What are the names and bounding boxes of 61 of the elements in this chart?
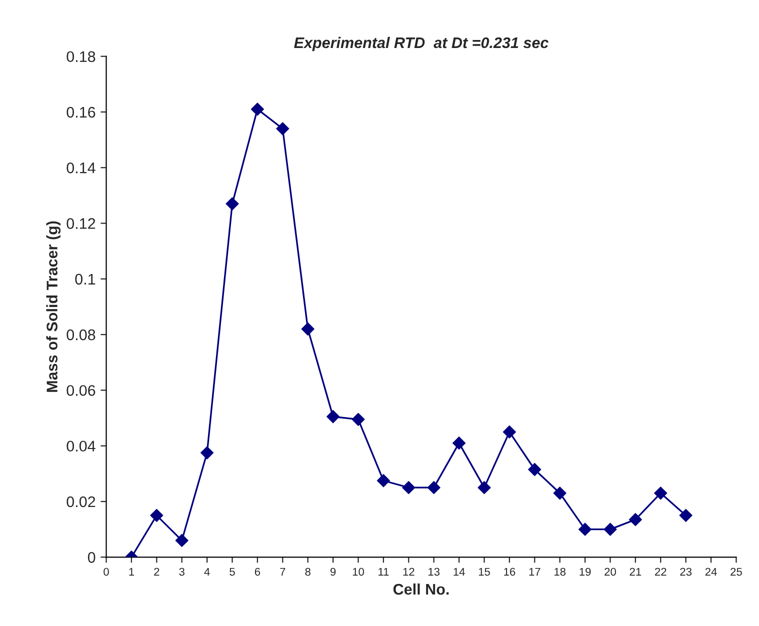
- point: [628, 513, 642, 526]
- point: [654, 486, 668, 500]
- point: [226, 197, 239, 210]
- point: [150, 508, 164, 522]
- point: [452, 436, 466, 450]
- point: [578, 522, 592, 536]
- y-tick-label: 0.04: [66, 440, 96, 452]
- y-tick-label: 0.12: [66, 218, 96, 229]
- y-tick-label: 0.02: [66, 496, 96, 508]
- y-tick-label: 0.1: [75, 274, 96, 285]
- x-tick-label: 23: [680, 568, 692, 576]
- x-tick-label: 3: [179, 568, 184, 576]
- y-tick-label: 0.06: [66, 385, 96, 396]
- x-tick-label: 24: [705, 568, 717, 576]
- x-tick-label: 18: [554, 568, 566, 576]
- x-tick-label: 9: [330, 568, 336, 576]
- x-tick-label: 4: [204, 568, 210, 576]
- point: [175, 534, 188, 548]
- y-tick-label: 0.18: [66, 51, 96, 62]
- point: [402, 481, 416, 494]
- x-tick-label: 19: [580, 568, 591, 576]
- y-tick-label: 0.16: [66, 106, 96, 118]
- y-tick-label: 0.08: [66, 329, 96, 340]
- point: [679, 508, 692, 522]
- point: [326, 410, 340, 424]
- x-tick-label: 7: [280, 568, 286, 576]
- point: [301, 322, 314, 336]
- point: [250, 102, 264, 116]
- x-tick-label: 2: [154, 568, 160, 576]
- x-tick-label: 13: [428, 568, 440, 576]
- x-tick-label: 16: [504, 568, 516, 576]
- x-tick-label: 8: [305, 568, 310, 576]
- point: [502, 425, 516, 439]
- point: [376, 474, 390, 488]
- x-tick-label: 14: [454, 568, 465, 576]
- y-axis-title: Mass of Solid Tracer (g): [46, 221, 61, 392]
- x-tick-label: 21: [630, 568, 642, 576]
- x-tick-label: 20: [604, 568, 616, 576]
- x-tick-label: 5: [230, 568, 235, 576]
- chart-title: Experimental RTD at Dt =0.231 sec: [294, 36, 548, 52]
- x-tick-label: 25: [730, 568, 742, 576]
- point: [352, 412, 365, 426]
- x-tick-label: 11: [378, 568, 389, 576]
- point: [528, 462, 542, 476]
- x-tick-label: 22: [655, 568, 666, 576]
- x-tick-label: 1: [129, 568, 134, 576]
- point: [604, 522, 617, 536]
- y-tick-label: 0.14: [66, 162, 96, 174]
- x-axis-title: Cell No.: [393, 583, 449, 595]
- x-tick-label: 12: [403, 568, 414, 576]
- x-tick-label: 0: [104, 568, 109, 576]
- point: [478, 481, 491, 494]
- point: [427, 481, 440, 494]
- x-tick-label: 10: [352, 568, 364, 576]
- point: [276, 122, 290, 136]
- x-tick-label: 6: [254, 568, 260, 576]
- x-tick-label: 17: [529, 568, 540, 576]
- point: [200, 446, 214, 460]
- y-tick-label: 0: [88, 552, 96, 563]
- point: [553, 486, 566, 500]
- x-tick-label: 15: [478, 568, 490, 576]
